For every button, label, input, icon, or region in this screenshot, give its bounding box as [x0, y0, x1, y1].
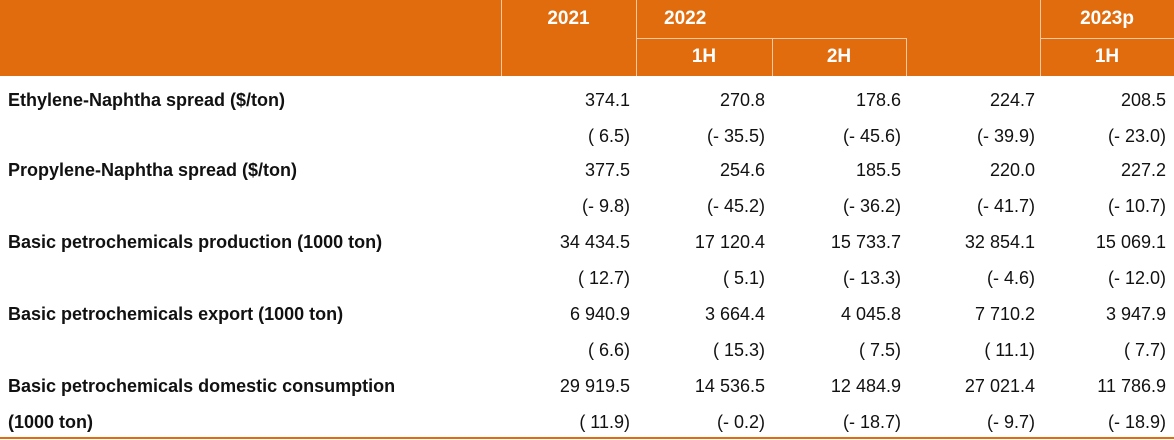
- cell-2022-1h: 254.6: [719, 160, 765, 180]
- cell-2021: 34 434.5: [559, 232, 630, 252]
- header-2023p-1h: 1H: [1094, 46, 1120, 67]
- header-year-2021: 2021: [547, 8, 590, 29]
- cell-2022-2h: 178.6: [855, 90, 901, 110]
- row-label: Basic petrochemicals production (1000 to…: [8, 232, 383, 252]
- row-label-continued: (1000 ton): [8, 412, 94, 432]
- header-divider: [636, 38, 906, 39]
- table-header: 2021 2022 2023p 1H 2H 1H: [0, 0, 1174, 76]
- change-2022-1h: (- 45.2): [706, 196, 765, 216]
- cell-2022-2h: 15 733.7: [830, 232, 901, 252]
- row-label: Propylene-Naphtha spread ($/ton): [8, 160, 298, 180]
- change-2022-2h: (- 13.3): [842, 268, 901, 288]
- table-row: Propylene-Naphtha spread ($/ton) 377.5 2…: [0, 152, 1174, 188]
- table-row: Ethylene-Naphtha spread ($/ton) 374.1 27…: [0, 82, 1174, 118]
- header-year-2022: 2022: [664, 8, 707, 29]
- cell-2021: 6 940.9: [569, 304, 630, 324]
- change-2022-total: (- 39.9): [976, 126, 1035, 146]
- change-2021: ( 11.9): [579, 412, 630, 432]
- cell-2022-1h: 14 536.5: [694, 376, 765, 396]
- table-row: Basic petrochemicals domestic consumptio…: [0, 368, 1174, 404]
- change-2022-total: (- 4.6): [986, 268, 1035, 288]
- cell-2023p-1h: 3 947.9: [1105, 304, 1166, 324]
- cell-2022-total: 224.7: [989, 90, 1035, 110]
- change-2022-total: (- 41.7): [976, 196, 1035, 216]
- header-divider: [1040, 38, 1174, 39]
- header-2022-1h: 1H: [691, 46, 717, 67]
- row-label: Basic petrochemicals export (1000 ton): [8, 304, 344, 324]
- table-row-change: (- 9.8) (- 45.2) (- 36.2) (- 41.7) (- 10…: [0, 188, 1174, 224]
- change-2023p-1h: (- 10.7): [1107, 196, 1166, 216]
- change-2023p-1h: (- 18.9): [1107, 412, 1166, 432]
- change-2022-1h: ( 15.3): [712, 340, 765, 360]
- cell-2022-1h: 270.8: [719, 90, 765, 110]
- change-2021: (- 9.8): [581, 196, 630, 216]
- change-2022-total: ( 11.1): [984, 340, 1035, 360]
- cell-2022-total: 32 854.1: [964, 232, 1035, 252]
- cell-2023p-1h: 15 069.1: [1095, 232, 1166, 252]
- table-row-change: ( 12.7) ( 5.1) (- 13.3) (- 4.6) (- 12.0): [0, 260, 1174, 296]
- cell-2022-2h: 12 484.9: [830, 376, 901, 396]
- cell-2023p-1h: 208.5: [1120, 90, 1166, 110]
- cell-2022-total: 220.0: [989, 160, 1035, 180]
- change-2022-1h: (- 35.5): [706, 126, 765, 146]
- row-label: Basic petrochemicals domestic consumptio…: [8, 376, 396, 396]
- change-2022-total: (- 9.7): [986, 412, 1035, 432]
- table-row-change: ( 6.5) (- 35.5) (- 45.6) (- 39.9) (- 23.…: [0, 118, 1174, 154]
- change-2022-1h: (- 0.2): [716, 412, 765, 432]
- change-2022-2h: ( 7.5): [858, 340, 901, 360]
- header-divider: [906, 38, 907, 76]
- table-bottom-rule: [0, 437, 1174, 439]
- header-2022-2h: 2H: [826, 46, 852, 67]
- cell-2022-total: 7 710.2: [974, 304, 1035, 324]
- change-2021: ( 6.5): [587, 126, 630, 146]
- change-2023p-1h: ( 7.7): [1123, 340, 1166, 360]
- cell-2021: 377.5: [584, 160, 630, 180]
- cell-2022-1h: 3 664.4: [704, 304, 765, 324]
- table-row: Basic petrochemicals export (1000 ton) 6…: [0, 296, 1174, 332]
- cell-2022-2h: 185.5: [855, 160, 901, 180]
- table-row-change: ( 6.6) ( 15.3) ( 7.5) ( 11.1) ( 7.7): [0, 332, 1174, 368]
- cell-2022-total: 27 021.4: [964, 376, 1035, 396]
- table-body: Ethylene-Naphtha spread ($/ton) 374.1 27…: [0, 76, 1174, 438]
- cell-2023p-1h: 227.2: [1120, 160, 1166, 180]
- cell-2022-1h: 17 120.4: [694, 232, 765, 252]
- change-2022-2h: (- 36.2): [842, 196, 901, 216]
- header-year-2023p: 2023p: [1080, 8, 1134, 29]
- change-2023p-1h: (- 23.0): [1107, 126, 1166, 146]
- header-divider: [772, 38, 773, 76]
- table-row-change: (1000 ton) ( 11.9) (- 0.2) (- 18.7) (- 9…: [0, 404, 1174, 440]
- change-2022-1h: ( 5.1): [722, 268, 765, 288]
- cell-2022-2h: 4 045.8: [840, 304, 901, 324]
- cell-2021: 29 919.5: [559, 376, 630, 396]
- change-2021: ( 6.6): [587, 340, 630, 360]
- row-label: Ethylene-Naphtha spread ($/ton): [8, 90, 286, 110]
- header-divider: [501, 0, 502, 76]
- cell-2021: 374.1: [584, 90, 630, 110]
- change-2022-2h: (- 45.6): [842, 126, 901, 146]
- table-row: Basic petrochemicals production (1000 to…: [0, 224, 1174, 260]
- change-2021: ( 12.7): [577, 268, 630, 288]
- change-2023p-1h: (- 12.0): [1107, 268, 1166, 288]
- cell-2023p-1h: 11 786.9: [1097, 376, 1166, 396]
- change-2022-2h: (- 18.7): [842, 412, 901, 432]
